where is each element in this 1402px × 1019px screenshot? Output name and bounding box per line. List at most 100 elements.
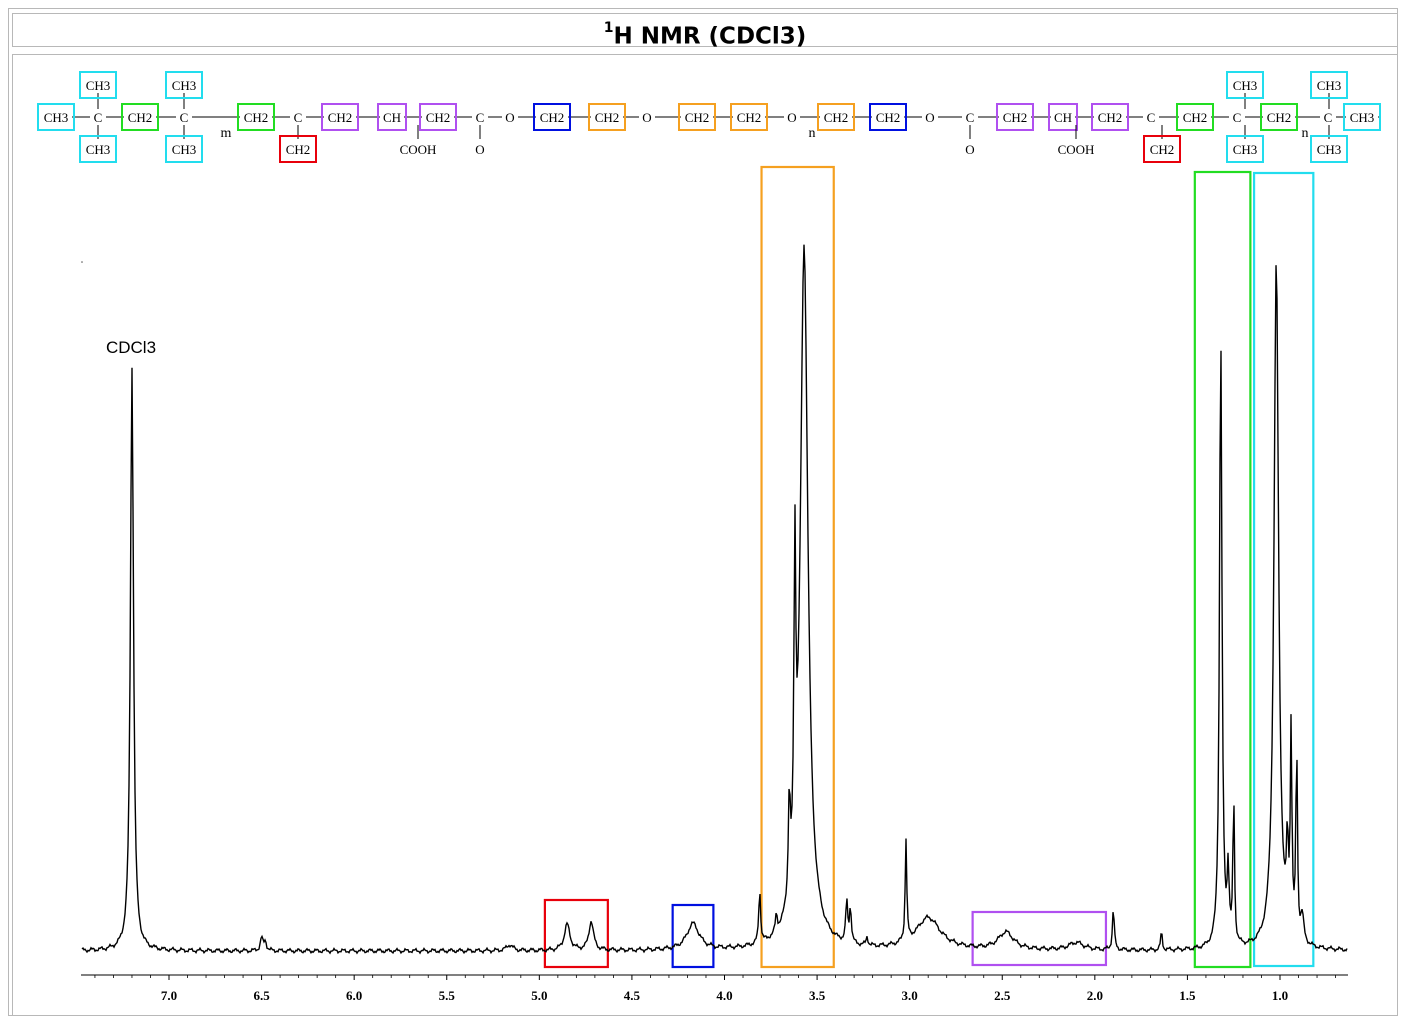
- x-tick-label: 6.5: [253, 988, 270, 1003]
- label-bg: [324, 108, 356, 126]
- group-box-green: [1176, 103, 1214, 131]
- chain-group-label: C: [476, 110, 485, 125]
- substituent-box-cyan: [1310, 135, 1348, 163]
- label-bg: [240, 108, 272, 126]
- label-bg: [90, 108, 106, 126]
- chain-group-label: CH2: [595, 110, 620, 125]
- group-box-purple: [377, 103, 407, 131]
- label-bg: [872, 108, 904, 126]
- chain-group-label: CH2: [824, 110, 849, 125]
- x-tick-label: 3.5: [809, 988, 826, 1003]
- x-tick-label: 1.5: [1179, 988, 1196, 1003]
- group-box-purple: [1048, 103, 1078, 131]
- substituent-box-cyan: [79, 71, 117, 99]
- x-tick-label: 6.0: [346, 988, 362, 1003]
- chain-group-label: CH2: [1267, 110, 1292, 125]
- group-box-orange: [817, 103, 855, 131]
- region-box-blue: [671, 903, 715, 969]
- substituent-label: CH3: [172, 142, 197, 157]
- chain-group-label: CH2: [737, 110, 762, 125]
- label-bg: [472, 108, 488, 126]
- chain-group-label: CH3: [1350, 110, 1375, 125]
- substituent-label: CH3: [1233, 78, 1258, 93]
- label-bg: [290, 108, 306, 126]
- label-bg: [40, 108, 72, 126]
- label-bg: [922, 108, 938, 126]
- group-box-blue: [533, 103, 571, 131]
- label-bg: [124, 108, 156, 126]
- substituent-box-cyan: [1226, 135, 1264, 163]
- solvent-annotation: CDCl3: [106, 338, 156, 357]
- label-bg: [784, 108, 800, 126]
- group-box-orange: [678, 103, 716, 131]
- region-box-cyan: [1252, 171, 1315, 968]
- label-bg: [1320, 108, 1336, 126]
- title-superscript: 1: [603, 20, 614, 36]
- chain-group-label: CH2: [876, 110, 901, 125]
- label-bg: [380, 108, 404, 126]
- substituent-box-cyan: [1310, 71, 1348, 99]
- x-tick-label: 7.0: [161, 988, 177, 1003]
- title-text: H NMR (CDCl3): [613, 23, 807, 50]
- group-box-blue: [869, 103, 907, 131]
- x-tick-label: 1.0: [1272, 988, 1288, 1003]
- chain-group-label: CH: [383, 110, 401, 125]
- label-bg: [820, 108, 852, 126]
- label-bg: [502, 108, 518, 126]
- label-bg: [1051, 108, 1075, 126]
- chain-group-label: C: [1233, 110, 1242, 125]
- group-box-purple: [419, 103, 457, 131]
- stray-dot: [81, 261, 83, 263]
- label-bg: [591, 108, 623, 126]
- label-bg: [1263, 108, 1295, 126]
- chain-group-label: m: [221, 126, 232, 141]
- group-box-green: [237, 103, 275, 131]
- label-bg: [1346, 108, 1378, 126]
- substituent-label: CH3: [1317, 78, 1342, 93]
- substituent-label: O: [475, 142, 484, 157]
- x-tick-label: 3.0: [902, 988, 918, 1003]
- chain-group-label: C: [1324, 110, 1333, 125]
- substituent-box-red: [279, 135, 317, 163]
- label-bg: [1094, 108, 1126, 126]
- page-title: 1H NMR (CDCl3): [12, 13, 1398, 50]
- chain-group-label: CH2: [1098, 110, 1123, 125]
- x-axis-ticks: 7.0 6.5 6.0 5.5 5.0 4.5 4.0 3.5 3.0 2.5 2.0 1.5 1.0: [94, 975, 1336, 1003]
- chain-group-label: CH2: [328, 110, 353, 125]
- chain-group-label: CH2: [685, 110, 710, 125]
- chain-group-label: CH2: [1183, 110, 1208, 125]
- x-tick-label: 4.5: [624, 988, 641, 1003]
- substituent-label: CH3: [172, 78, 197, 93]
- group-box-green: [121, 103, 159, 131]
- substituent-box-cyan: [165, 71, 203, 99]
- chain-group-label: C: [966, 110, 975, 125]
- label-bg: [639, 108, 655, 126]
- substituent-box-cyan: [79, 135, 117, 163]
- substituent-label: CH3: [86, 78, 111, 93]
- chain-group-label: n: [809, 126, 816, 141]
- substituent-label: O: [965, 142, 974, 157]
- chain-group-label: CH2: [1003, 110, 1028, 125]
- substituent-box-cyan: [165, 135, 203, 163]
- chain-group-label: CH2: [244, 110, 269, 125]
- label-bg: [422, 108, 454, 126]
- substituent-label: COOH: [400, 142, 437, 157]
- chain-group-label: O: [925, 110, 934, 125]
- substituent-label: CH2: [1150, 142, 1175, 157]
- substituent-label: COOH: [1058, 142, 1095, 157]
- chain-group-label: CH3: [44, 110, 69, 125]
- region-box-red: [543, 898, 609, 969]
- label-bg: [1143, 108, 1159, 126]
- label-bg: [962, 108, 978, 126]
- substituent-box-cyan: [1226, 71, 1264, 99]
- x-tick-label: 2.5: [994, 988, 1011, 1003]
- group-box-orange: [730, 103, 768, 131]
- region-box-purple: [971, 910, 1108, 967]
- chain-group-label: O: [505, 110, 514, 125]
- x-tick-label: 4.0: [716, 988, 732, 1003]
- label-bg: [681, 108, 713, 126]
- group-box-purple: [996, 103, 1034, 131]
- group-box-purple: [1091, 103, 1129, 131]
- chain-group-label: C: [1147, 110, 1156, 125]
